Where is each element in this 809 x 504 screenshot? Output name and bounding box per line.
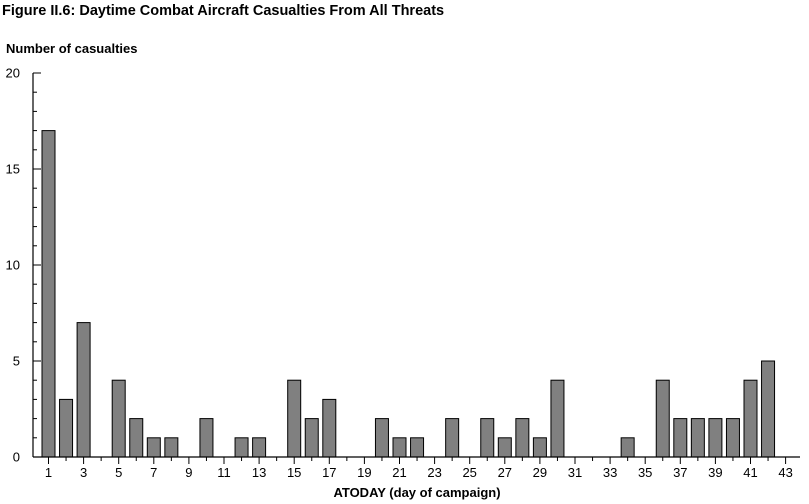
x-tick-label-37: 37 [673, 465, 687, 480]
x-tick-label-35: 35 [638, 465, 652, 480]
bar-day-36 [655, 379, 670, 458]
bar-day-8 [164, 437, 179, 458]
bar-day-34 [620, 437, 635, 458]
x-tick-label-7: 7 [150, 465, 157, 480]
x-tick-label-19: 19 [357, 465, 371, 480]
x-axis-title: ATODAY (day of campaign) [333, 485, 500, 500]
x-tick-label-5: 5 [115, 465, 122, 480]
bar-day-24 [445, 418, 460, 458]
x-tick-label-43: 43 [778, 465, 792, 480]
bar-day-22 [410, 437, 425, 458]
x-tick-label-33: 33 [603, 465, 617, 480]
x-tick-label-15: 15 [287, 465, 301, 480]
bar-day-7 [146, 437, 161, 458]
x-tick-label-21: 21 [392, 465, 406, 480]
y-tick-label-15: 15 [6, 162, 20, 177]
bars-group [41, 130, 776, 458]
bar-day-42 [761, 360, 776, 458]
bar-day-10 [199, 418, 214, 458]
x-tick-label-3: 3 [80, 465, 87, 480]
bar-day-17 [322, 398, 337, 458]
x-tick-label-27: 27 [498, 465, 512, 480]
bar-day-27 [497, 437, 512, 458]
bar-day-12 [234, 437, 249, 458]
bar-day-6 [129, 418, 144, 458]
bar-day-40 [725, 418, 740, 458]
bar-day-29 [532, 437, 547, 458]
bar-day-16 [304, 418, 319, 458]
y-tick-label-10: 10 [6, 258, 20, 273]
x-tick-label-41: 41 [743, 465, 757, 480]
x-tick-label-17: 17 [322, 465, 336, 480]
bar-day-5 [111, 379, 126, 458]
x-tick-label-25: 25 [462, 465, 476, 480]
y-tick-label-20: 20 [6, 66, 20, 81]
bar-day-37 [673, 418, 688, 458]
bar-day-13 [252, 437, 267, 458]
bar-day-30 [550, 379, 565, 458]
bar-day-15 [287, 379, 302, 458]
bar-day-21 [392, 437, 407, 458]
bar-day-26 [480, 418, 495, 458]
x-tick-label-1: 1 [45, 465, 52, 480]
bar-day-20 [374, 418, 389, 458]
bar-day-38 [690, 418, 705, 458]
x-tick-label-31: 31 [568, 465, 582, 480]
y-tick-label-5: 5 [13, 354, 20, 369]
bar-day-1 [41, 130, 56, 458]
bar-day-28 [515, 418, 530, 458]
y-tick-label-0: 0 [13, 450, 20, 465]
bar-day-2 [59, 398, 74, 458]
x-tick-label-39: 39 [708, 465, 722, 480]
figure-title: Figure II.6: Daytime Combat Aircraft Cas… [2, 3, 445, 19]
bar-day-3 [76, 322, 91, 458]
x-tick-label-9: 9 [185, 465, 192, 480]
bar-day-41 [743, 379, 758, 458]
x-tick-label-29: 29 [533, 465, 547, 480]
x-tick-label-11: 11 [217, 465, 231, 480]
x-tick-label-13: 13 [252, 465, 266, 480]
bar-day-39 [708, 418, 723, 458]
x-tick-label-23: 23 [427, 465, 441, 480]
y-axis-title: Number of casualties [6, 41, 138, 56]
